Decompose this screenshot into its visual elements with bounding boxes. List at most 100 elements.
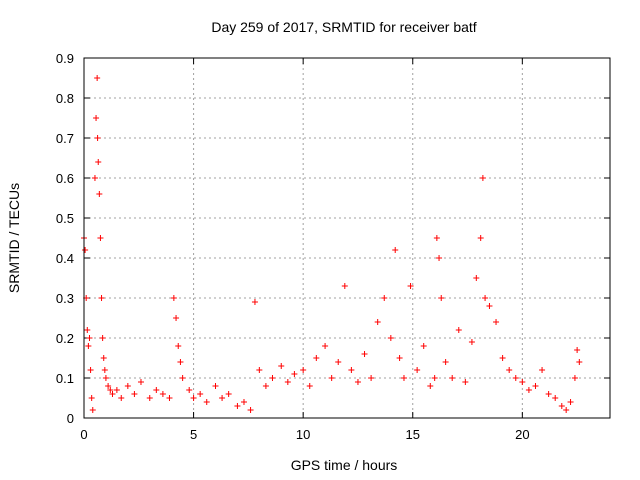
data-point [563, 407, 570, 413]
chart-title: Day 259 of 2017, SRMTID for receiver bat… [211, 19, 476, 35]
data-point [177, 359, 184, 365]
data-point [190, 395, 197, 401]
data-point [247, 407, 254, 413]
data-point [532, 383, 539, 389]
x-tick-label: 5 [190, 427, 197, 442]
data-point [493, 319, 500, 325]
data-point [94, 135, 101, 141]
data-point [88, 395, 95, 401]
data-point [407, 283, 414, 289]
data-point [203, 399, 210, 405]
data-point [99, 335, 106, 341]
data-point [109, 391, 116, 397]
data-point [392, 247, 399, 253]
x-tick-label: 10 [296, 427, 310, 442]
data-point [552, 395, 559, 401]
data-point [101, 367, 108, 373]
data-point [574, 347, 581, 353]
data-point [477, 235, 484, 241]
y-tick-label: 0.1 [56, 371, 74, 386]
y-tick-label: 0.8 [56, 91, 74, 106]
data-point [159, 391, 166, 397]
data-point [512, 375, 519, 381]
data-point [84, 327, 91, 333]
data-point [212, 383, 219, 389]
data-point [438, 295, 445, 301]
data-point [539, 367, 546, 373]
x-tick-label: 20 [515, 427, 529, 442]
data-point [137, 379, 144, 385]
data-point [251, 299, 258, 305]
data-point [396, 355, 403, 361]
data-point [105, 383, 112, 389]
x-axis-label: GPS time / hours [291, 457, 398, 473]
data-point [102, 375, 109, 381]
data-points [81, 75, 583, 413]
y-axis-label: SRMTID / TECUs [6, 183, 22, 293]
data-point [468, 339, 475, 345]
data-point [219, 395, 226, 401]
y-tick-label: 0.6 [56, 171, 74, 186]
data-point [306, 383, 313, 389]
data-point [335, 359, 342, 365]
data-point [87, 367, 94, 373]
data-point [431, 375, 438, 381]
data-point [124, 383, 131, 389]
data-point [525, 387, 532, 393]
tick-labels: 0 0.1 0.2 0.3 0.4 0.5 0.6 0.7 0.8 0.9 0 5 10 15 20 [56, 51, 530, 442]
data-point [361, 351, 368, 357]
data-point [449, 375, 456, 381]
x-tick-label: 15 [406, 427, 420, 442]
x-tick-label: 0 [80, 427, 87, 442]
data-point [113, 387, 120, 393]
data-point [341, 283, 348, 289]
data-point [197, 391, 204, 397]
data-point [82, 247, 89, 253]
data-point [455, 327, 462, 333]
data-point [131, 391, 138, 397]
data-point [97, 235, 104, 241]
data-point [506, 367, 513, 373]
y-tick-label: 0.4 [56, 251, 74, 266]
data-point [256, 367, 263, 373]
y-tick-label: 0.5 [56, 211, 74, 226]
data-point [442, 359, 449, 365]
data-point [571, 375, 578, 381]
data-point [89, 407, 96, 413]
data-point [98, 295, 105, 301]
y-tick-label: 0.7 [56, 131, 74, 146]
data-point [348, 367, 355, 373]
y-tick-label: 0.2 [56, 331, 74, 346]
data-point [427, 383, 434, 389]
data-point [479, 175, 486, 181]
data-point [567, 399, 574, 405]
data-point [91, 175, 98, 181]
y-tick-label: 0.3 [56, 291, 74, 306]
data-point [576, 359, 583, 365]
data-point [100, 355, 107, 361]
data-point [374, 319, 381, 325]
data-point [179, 375, 186, 381]
data-point [354, 379, 361, 385]
data-point [225, 391, 232, 397]
data-point [284, 379, 291, 385]
data-point [153, 387, 160, 393]
data-point [166, 395, 173, 401]
data-point [414, 367, 421, 373]
data-point [262, 383, 269, 389]
data-point [400, 375, 407, 381]
data-point [175, 343, 182, 349]
data-point [420, 343, 427, 349]
data-point [85, 343, 92, 349]
y-tick-label: 0 [67, 411, 74, 426]
data-point [269, 375, 276, 381]
data-point [107, 387, 114, 393]
data-point [473, 275, 480, 281]
data-point [545, 391, 552, 397]
data-point [173, 315, 180, 321]
data-point [499, 355, 506, 361]
data-point [278, 363, 285, 369]
data-point [94, 75, 101, 81]
data-point [146, 395, 153, 401]
